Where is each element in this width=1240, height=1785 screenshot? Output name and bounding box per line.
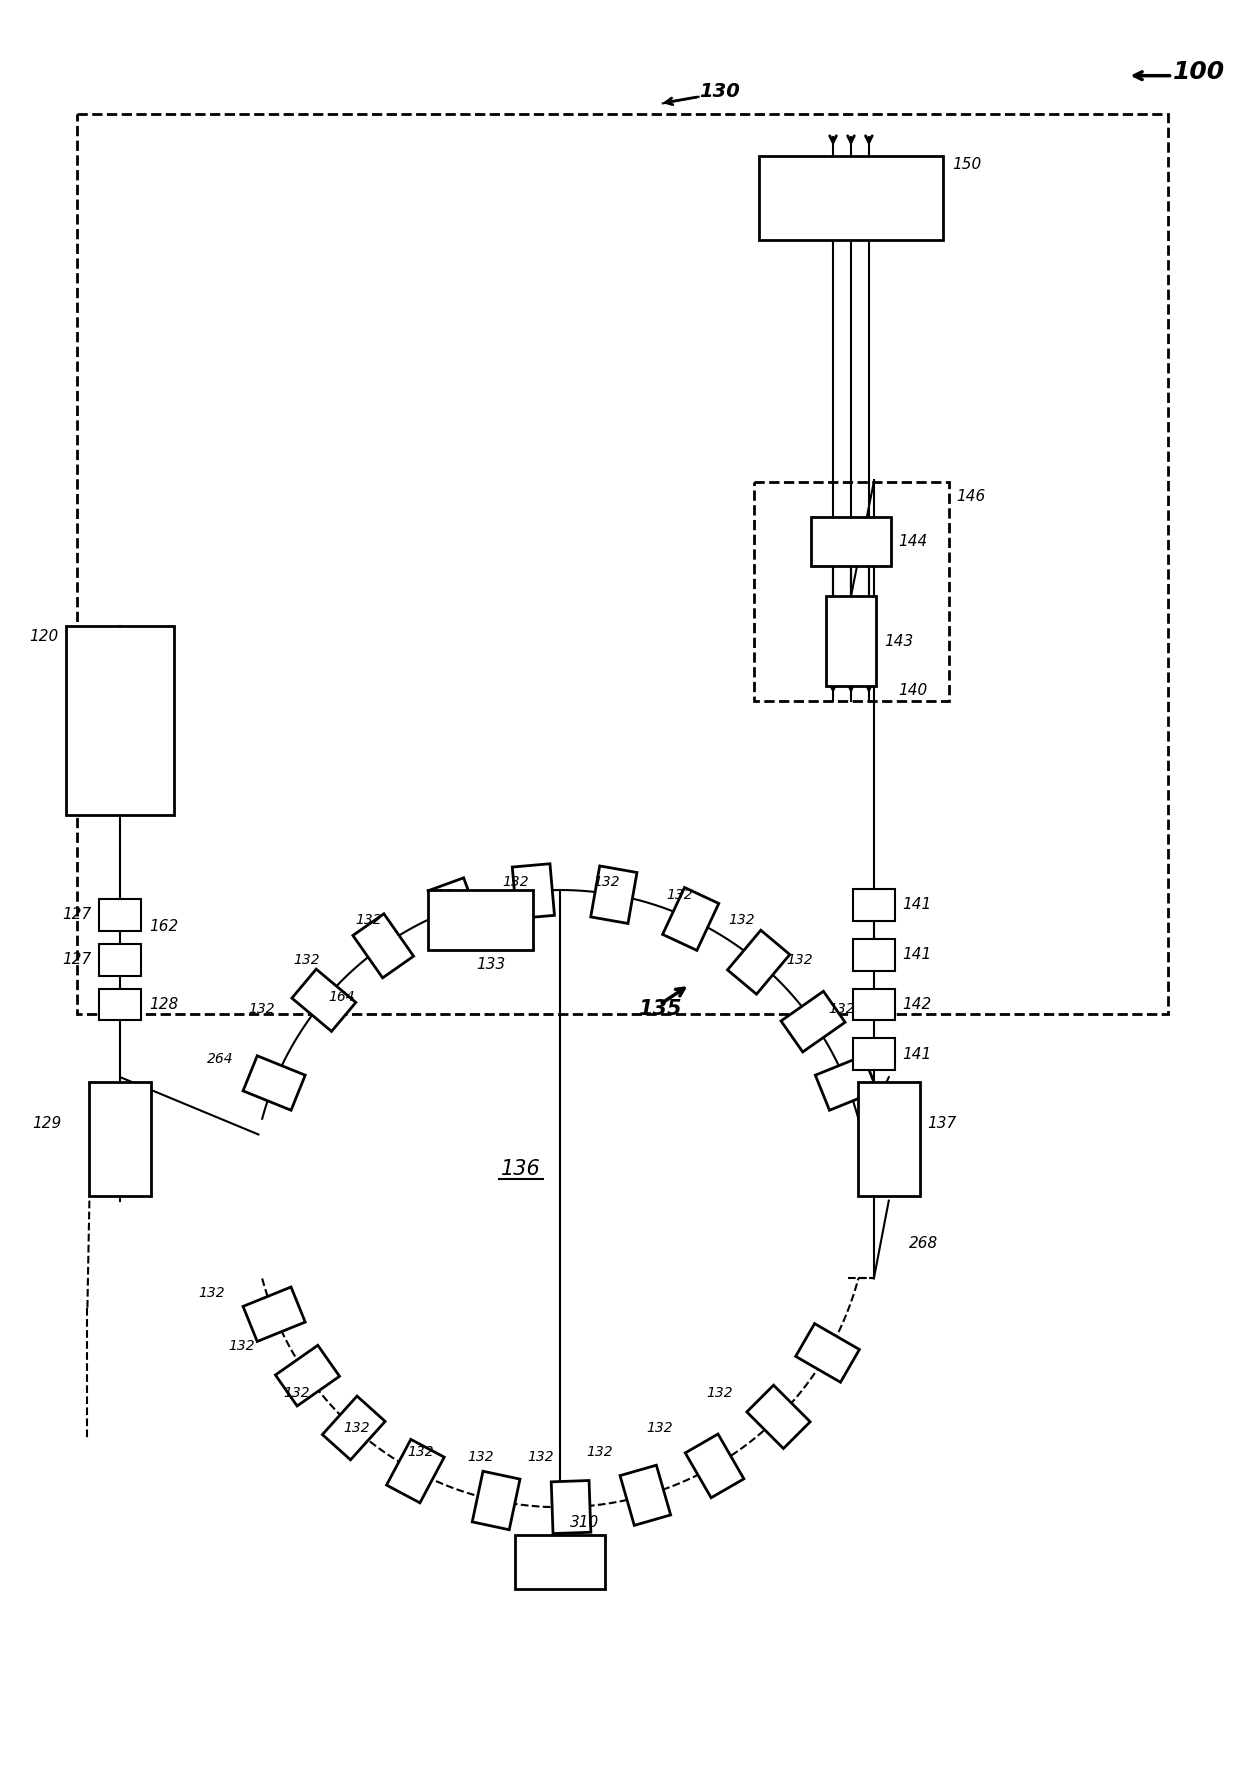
Text: 268: 268 <box>909 1235 937 1251</box>
Polygon shape <box>291 969 356 1032</box>
Polygon shape <box>686 1433 744 1498</box>
Text: 132: 132 <box>707 1385 733 1399</box>
Polygon shape <box>590 866 637 923</box>
Text: 132: 132 <box>828 1003 856 1016</box>
Text: 132: 132 <box>248 1003 275 1016</box>
Polygon shape <box>728 930 790 994</box>
Text: 130: 130 <box>699 82 740 102</box>
Polygon shape <box>428 878 481 939</box>
Text: 132: 132 <box>467 1451 494 1464</box>
Text: 141: 141 <box>903 1046 932 1062</box>
Text: 120: 120 <box>30 628 58 644</box>
Bar <box>89 1082 151 1196</box>
Bar <box>428 891 533 950</box>
Bar <box>826 596 875 685</box>
Bar <box>67 627 174 816</box>
Bar <box>99 944 141 976</box>
Polygon shape <box>781 991 846 1051</box>
Text: 132: 132 <box>728 912 755 926</box>
Bar <box>759 155 944 241</box>
Text: 135: 135 <box>639 1000 682 1019</box>
Polygon shape <box>746 1385 810 1448</box>
Text: 140: 140 <box>899 684 928 698</box>
Text: 132: 132 <box>428 887 454 901</box>
Text: 132: 132 <box>343 1421 370 1435</box>
Bar <box>811 516 890 566</box>
Polygon shape <box>552 1480 590 1533</box>
Text: 133: 133 <box>476 957 505 973</box>
Bar <box>858 1082 920 1196</box>
Text: 132: 132 <box>293 953 320 967</box>
Polygon shape <box>275 1346 340 1407</box>
Text: 132: 132 <box>408 1446 434 1460</box>
Text: 137: 137 <box>928 1116 957 1132</box>
Text: 132: 132 <box>356 912 382 926</box>
Text: 132: 132 <box>198 1287 226 1299</box>
Polygon shape <box>662 887 719 950</box>
Polygon shape <box>322 1396 386 1460</box>
Text: 132: 132 <box>786 953 812 967</box>
Polygon shape <box>620 1465 671 1526</box>
Polygon shape <box>243 1287 305 1342</box>
Text: 127: 127 <box>62 951 92 967</box>
Polygon shape <box>512 864 554 919</box>
Polygon shape <box>816 1055 878 1110</box>
Text: 132: 132 <box>587 1446 614 1460</box>
Text: 100: 100 <box>1173 59 1225 84</box>
Bar <box>853 939 895 971</box>
Text: 164: 164 <box>327 989 355 1003</box>
Text: 132: 132 <box>527 1451 554 1464</box>
Text: 264: 264 <box>207 1051 233 1066</box>
Bar <box>99 900 141 930</box>
Text: 132: 132 <box>666 887 693 901</box>
Text: 128: 128 <box>149 998 179 1012</box>
Text: 141: 141 <box>903 948 932 962</box>
Text: 132: 132 <box>283 1385 310 1399</box>
Text: 132: 132 <box>502 875 528 889</box>
Text: 162: 162 <box>149 919 179 934</box>
Polygon shape <box>353 914 414 978</box>
Text: 132: 132 <box>646 1421 673 1435</box>
Bar <box>853 1039 895 1071</box>
Text: 143: 143 <box>884 634 913 648</box>
Text: 310: 310 <box>570 1515 599 1530</box>
Bar <box>77 114 1168 1014</box>
Text: 132: 132 <box>228 1339 255 1353</box>
Text: 150: 150 <box>952 157 982 171</box>
Bar <box>853 989 895 1021</box>
Text: 144: 144 <box>899 534 928 550</box>
Polygon shape <box>243 1055 305 1110</box>
Polygon shape <box>472 1471 520 1530</box>
Text: 146: 146 <box>956 489 986 505</box>
Bar <box>99 989 141 1021</box>
Text: 142: 142 <box>903 998 932 1012</box>
Text: 136: 136 <box>501 1158 541 1178</box>
Text: 132: 132 <box>594 875 620 889</box>
Bar <box>754 482 949 702</box>
Bar <box>516 1535 605 1589</box>
Polygon shape <box>387 1439 444 1503</box>
Text: 129: 129 <box>32 1116 62 1132</box>
Text: 127: 127 <box>62 907 92 923</box>
Polygon shape <box>796 1324 859 1382</box>
Text: 141: 141 <box>903 898 932 912</box>
Bar <box>853 889 895 921</box>
